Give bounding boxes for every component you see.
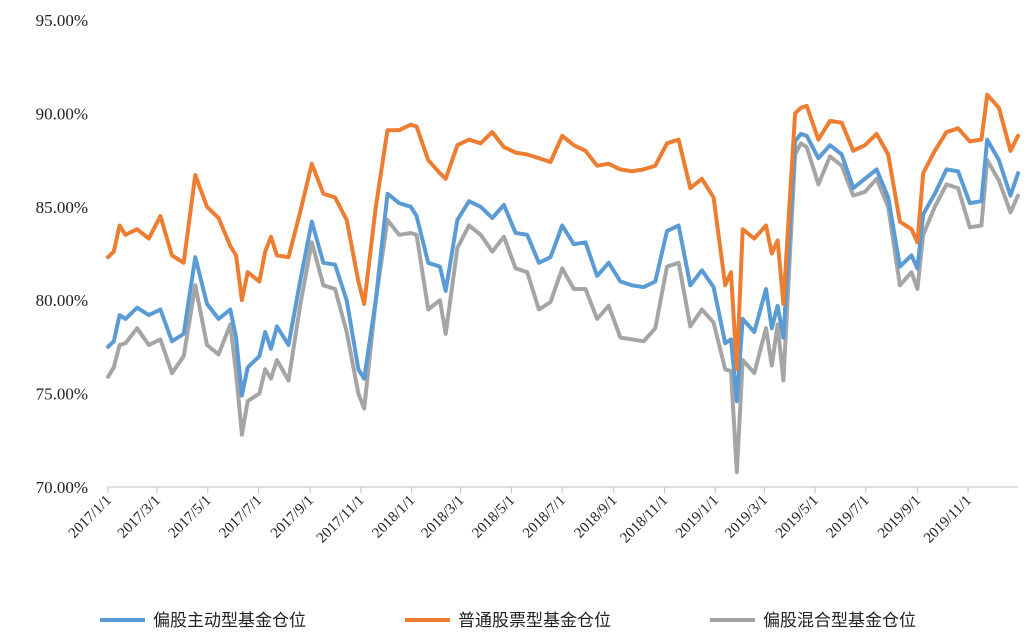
- x-tick-label: 2019/1/1: [673, 493, 722, 542]
- x-tick-label: 2019/3/1: [722, 493, 771, 542]
- legend-label: 普通股票型基金仓位: [458, 611, 611, 631]
- x-tick-label: 2019/5/1: [773, 493, 822, 542]
- series-lines: [106, 92, 1020, 475]
- x-tick-label: 2018/9/1: [572, 493, 621, 542]
- x-tick-label: 2018/7/1: [520, 493, 569, 542]
- x-tick-label: 2018/1/1: [369, 493, 418, 542]
- y-tick-label: 70.00%: [36, 478, 88, 497]
- x-tick-label: 2019/9/1: [875, 493, 924, 542]
- x-tick-label: 2018/3/1: [418, 493, 467, 542]
- y-tick-label: 75.00%: [36, 385, 88, 404]
- x-tick-label: 2017/7/1: [216, 493, 265, 542]
- y-axis-ticks: 70.00% 75.00% 80.00% 85.00% 90.00% 95.00%: [36, 11, 88, 497]
- x-tick-label: 2018/5/1: [469, 493, 518, 542]
- y-tick-label: 85.00%: [36, 198, 88, 217]
- y-tick-label: 80.00%: [36, 291, 88, 310]
- legend-label: 偏股主动型基金仓位: [153, 611, 306, 631]
- x-tick-label: 2017/5/1: [166, 493, 215, 542]
- x-tick-label: 2019/7/1: [824, 493, 873, 542]
- series-line-2: [106, 92, 1020, 372]
- x-tick-label: 2017/9/1: [268, 493, 317, 542]
- series-line-3: [106, 141, 1020, 475]
- x-axis-ticks: 2017/1/1 2017/3/1 2017/5/1 2017/7/1 2017/9/1…: [66, 487, 975, 546]
- x-tick-label: 2017/11/1: [314, 493, 368, 547]
- x-tick-label: 2019/11/1: [921, 493, 975, 547]
- legend: 偏股主动型基金仓位 普通股票型基金仓位 偏股混合型基金仓位: [100, 611, 916, 631]
- y-tick-label: 95.00%: [36, 11, 88, 30]
- y-tick-label: 90.00%: [36, 104, 88, 123]
- legend-label: 偏股混合型基金仓位: [763, 611, 916, 631]
- x-tick-label: 2017/3/1: [115, 493, 164, 542]
- series-line-1: [106, 131, 1020, 404]
- x-tick-label: 2017/1/1: [66, 493, 115, 542]
- x-tick-label: 2018/11/1: [617, 493, 671, 547]
